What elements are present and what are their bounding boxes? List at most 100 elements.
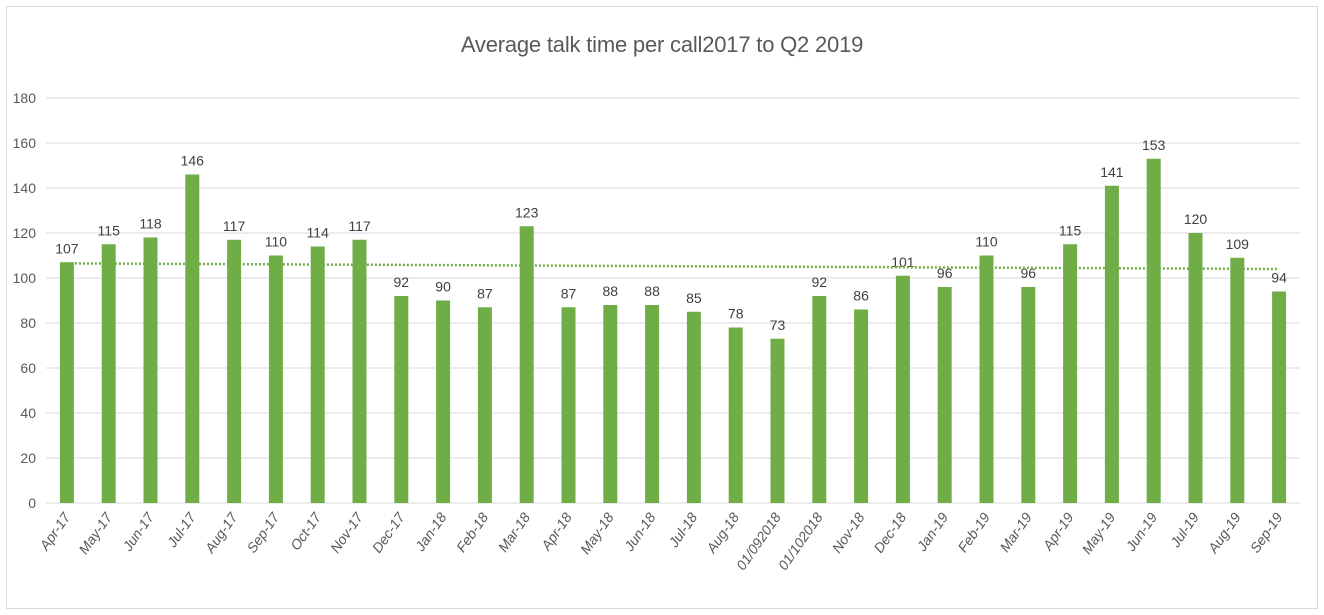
data-label: 107	[55, 240, 79, 256]
data-label: 109	[1226, 236, 1250, 252]
x-tick-label: Dec-17	[369, 509, 409, 556]
bar	[394, 296, 409, 503]
trendline	[66, 262, 1280, 271]
y-tick-label: 160	[13, 135, 37, 151]
data-label: 87	[561, 285, 577, 301]
data-label: 87	[477, 285, 493, 301]
bar	[1230, 257, 1245, 503]
data-label: 88	[603, 283, 619, 299]
data-label: 88	[644, 283, 660, 299]
x-tick-label: Sep-19	[1247, 509, 1286, 555]
x-tick-label: Feb-19	[954, 509, 993, 555]
bar	[1146, 158, 1161, 503]
data-label: 117	[348, 218, 371, 234]
data-labels: 107 115 118 146 117 110 114 117 92 90 87 123 87 88 88 8…	[55, 137, 1287, 333]
x-tick-label: Sep-17	[243, 509, 283, 556]
x-tick-label: Jun-18	[620, 509, 658, 554]
data-label: 110	[265, 234, 288, 250]
data-label: 96	[937, 265, 953, 281]
x-tick-label: Nov-17	[327, 509, 367, 556]
chart-frame	[6, 6, 1318, 609]
bar	[895, 275, 910, 503]
bar	[101, 244, 116, 503]
bar	[686, 311, 701, 503]
x-tick-label: Jul-19	[1166, 509, 1202, 550]
x-tick-label: Jan-18	[411, 509, 449, 554]
data-label: 141	[1100, 164, 1124, 180]
x-tick-label: Feb-18	[453, 509, 492, 555]
bar	[979, 255, 994, 503]
bar	[436, 300, 451, 503]
bar	[352, 239, 367, 503]
data-label: 101	[891, 254, 915, 270]
x-tick-label: May-18	[577, 509, 617, 557]
data-label: 153	[1142, 137, 1166, 153]
y-tick-label: 100	[13, 270, 37, 286]
bar	[937, 287, 952, 503]
y-tick-label: 0	[28, 495, 36, 511]
x-tick-label: Jul-17	[163, 509, 199, 551]
data-label: 118	[139, 216, 162, 232]
bar	[1063, 244, 1078, 503]
bar	[728, 327, 743, 503]
x-tick-label: Mar-18	[495, 509, 534, 554]
bar	[519, 226, 534, 503]
bar	[59, 262, 74, 503]
bar	[1272, 291, 1287, 503]
data-label: 117	[223, 218, 246, 234]
bar	[645, 305, 660, 503]
y-tick-label: 140	[13, 180, 37, 196]
bar	[185, 174, 200, 503]
data-label: 73	[770, 317, 786, 333]
y-tick-label: 60	[20, 360, 36, 376]
y-tick-label: 80	[20, 315, 36, 331]
data-label: 115	[98, 222, 121, 238]
bar	[268, 255, 283, 503]
data-label: 78	[728, 306, 744, 322]
bar	[1188, 233, 1203, 503]
x-tick-label: May-17	[75, 509, 116, 557]
data-label: 85	[686, 290, 702, 306]
x-tick-label: Dec-18	[870, 509, 909, 555]
data-label: 86	[853, 288, 869, 304]
bar	[227, 239, 242, 503]
x-tick-label: Oct-17	[287, 509, 325, 554]
y-axis-ticks: 0 20 40 60 80 100 120 140 160 180	[13, 90, 37, 511]
bar	[770, 338, 785, 503]
x-tick-label: Aug-18	[703, 509, 743, 556]
x-axis-ticks: Apr-17 May-17 Jun-17 Jul-17 Aug-17 Sep-17 Oct-…	[36, 509, 1286, 573]
x-tick-label: Apr-19	[1039, 509, 1077, 553]
y-tick-label: 40	[20, 405, 36, 421]
x-tick-label: Jul-18	[665, 509, 701, 550]
bar	[477, 307, 492, 503]
data-label: 123	[515, 204, 539, 220]
data-label: 94	[1271, 270, 1287, 286]
x-tick-label: May-19	[1078, 509, 1118, 557]
x-tick-label: Aug-17	[201, 509, 241, 557]
data-label: 110	[975, 234, 998, 250]
gridlines	[46, 97, 1300, 504]
y-tick-label: 20	[20, 450, 36, 466]
chart-title: Average talk time per call2017 to Q2 201…	[460, 32, 864, 57]
data-label: 114	[307, 225, 330, 241]
bar	[143, 237, 158, 503]
x-tick-label: Mar-19	[996, 509, 1035, 554]
data-label: 92	[394, 274, 410, 290]
bar	[310, 246, 325, 503]
x-tick-label: Apr-17	[36, 509, 74, 554]
x-tick-label: Apr-18	[537, 509, 575, 553]
trendline-line	[66, 262, 1280, 271]
bar	[1021, 287, 1036, 503]
bar	[1104, 185, 1119, 503]
data-label: 146	[181, 153, 205, 169]
bar	[812, 296, 827, 503]
data-label: 120	[1184, 211, 1208, 227]
bars	[59, 158, 1287, 503]
bar	[854, 309, 869, 503]
bar	[603, 305, 618, 503]
data-label: 92	[812, 274, 828, 290]
bar	[561, 307, 576, 503]
x-tick-label: Jun-17	[119, 509, 158, 555]
x-tick-label: Jun-19	[1122, 509, 1160, 554]
